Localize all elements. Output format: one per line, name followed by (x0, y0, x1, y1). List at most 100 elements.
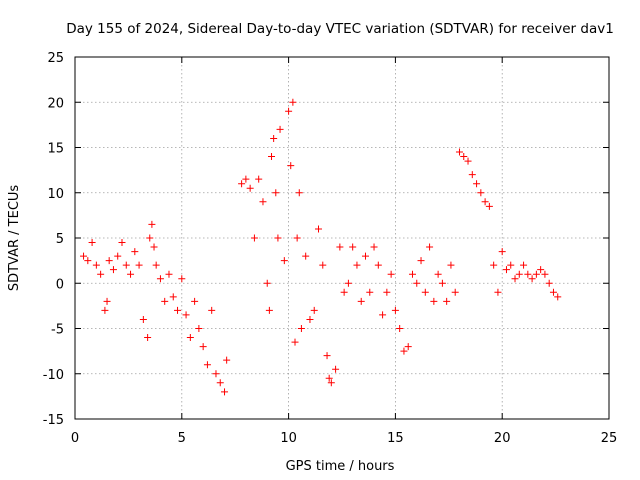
y-tick-label: 5 (56, 232, 64, 247)
data-point (306, 315, 314, 323)
data-point (280, 257, 288, 265)
data-point (238, 180, 246, 188)
y-tick-label: -5 (51, 323, 64, 338)
data-point (537, 266, 545, 274)
data-point (297, 325, 305, 332)
data-point (250, 234, 258, 242)
grid (75, 57, 609, 419)
data-point (357, 297, 365, 305)
x-tick-label: 15 (387, 431, 404, 446)
data-point (272, 189, 280, 197)
data-point (490, 261, 498, 269)
axes: 0 5 10 15 20 25 -15 -10 -5 0 5 10 15 20 25 (43, 51, 618, 446)
data-point (528, 275, 536, 283)
data-point (554, 293, 562, 301)
x-tick-label: 10 (280, 431, 297, 446)
data-point (477, 189, 485, 197)
data-point (340, 288, 348, 296)
data-point (511, 275, 519, 283)
data-point (291, 338, 299, 346)
y-tick-label: 20 (47, 96, 64, 111)
x-tick-label: 20 (494, 431, 511, 446)
data-point (265, 306, 273, 314)
data-point (391, 306, 399, 314)
data-point (430, 297, 438, 305)
data-point (502, 266, 510, 274)
x-tick-label: 25 (601, 431, 618, 446)
data-point (223, 356, 231, 364)
data-point (165, 270, 173, 278)
data-point (246, 184, 254, 192)
y-tick-label: 15 (47, 142, 64, 157)
data-point (323, 352, 331, 360)
data-point (255, 175, 263, 183)
data-point (520, 261, 528, 269)
y-tick-label: -15 (43, 413, 64, 428)
y-tick-label: 10 (47, 187, 64, 202)
x-tick-label: 5 (178, 431, 186, 446)
data-point (421, 288, 429, 296)
data-point (135, 261, 143, 269)
data-point (109, 266, 117, 274)
data-point (447, 261, 455, 269)
data-point (287, 162, 295, 170)
data-point (481, 198, 489, 206)
data-point (327, 379, 335, 387)
data-point (336, 243, 344, 251)
data-point (274, 234, 282, 242)
data-point (524, 270, 532, 278)
data-point (485, 202, 493, 210)
data-point (139, 315, 147, 323)
data-point (182, 311, 190, 319)
data-point (332, 365, 340, 373)
data-point (276, 125, 284, 133)
data-point (199, 343, 207, 351)
data-point (169, 293, 177, 301)
y-tick-label: 0 (56, 277, 64, 292)
data-point (242, 175, 250, 183)
data-point (161, 297, 169, 305)
data-point (302, 252, 310, 260)
data-point (507, 261, 515, 269)
data-point (118, 239, 126, 247)
data-point (370, 243, 378, 251)
data-point (468, 171, 476, 179)
data-point (156, 275, 164, 283)
data-point (103, 297, 111, 305)
plot-frame (74, 56, 610, 420)
data-point (353, 261, 361, 269)
data-point (438, 279, 446, 287)
data-point (221, 388, 229, 396)
data-point (101, 306, 109, 314)
data-point (374, 261, 382, 269)
data-point (396, 325, 404, 332)
data-point (515, 270, 523, 278)
data-point (293, 234, 301, 242)
data-point (417, 257, 425, 265)
data-point (379, 311, 387, 319)
data-point (191, 297, 199, 305)
data-point (325, 374, 333, 382)
data-points (80, 98, 562, 396)
data-point (203, 361, 211, 369)
data-point (144, 334, 152, 342)
data-point (122, 261, 130, 269)
data-point (259, 198, 267, 206)
data-point (319, 261, 327, 269)
data-point (473, 180, 481, 188)
data-point (263, 279, 271, 287)
data-point (413, 279, 421, 287)
y-tick-label: -10 (43, 368, 64, 383)
data-point (498, 248, 506, 256)
data-point (434, 270, 442, 278)
data-point (88, 239, 96, 247)
data-point (150, 243, 158, 251)
data-point (195, 325, 203, 332)
data-point (400, 347, 408, 355)
data-point (383, 288, 391, 296)
data-point (289, 98, 297, 106)
data-point (268, 153, 276, 161)
data-point (549, 288, 557, 296)
data-point (174, 306, 182, 314)
data-point (114, 252, 122, 260)
